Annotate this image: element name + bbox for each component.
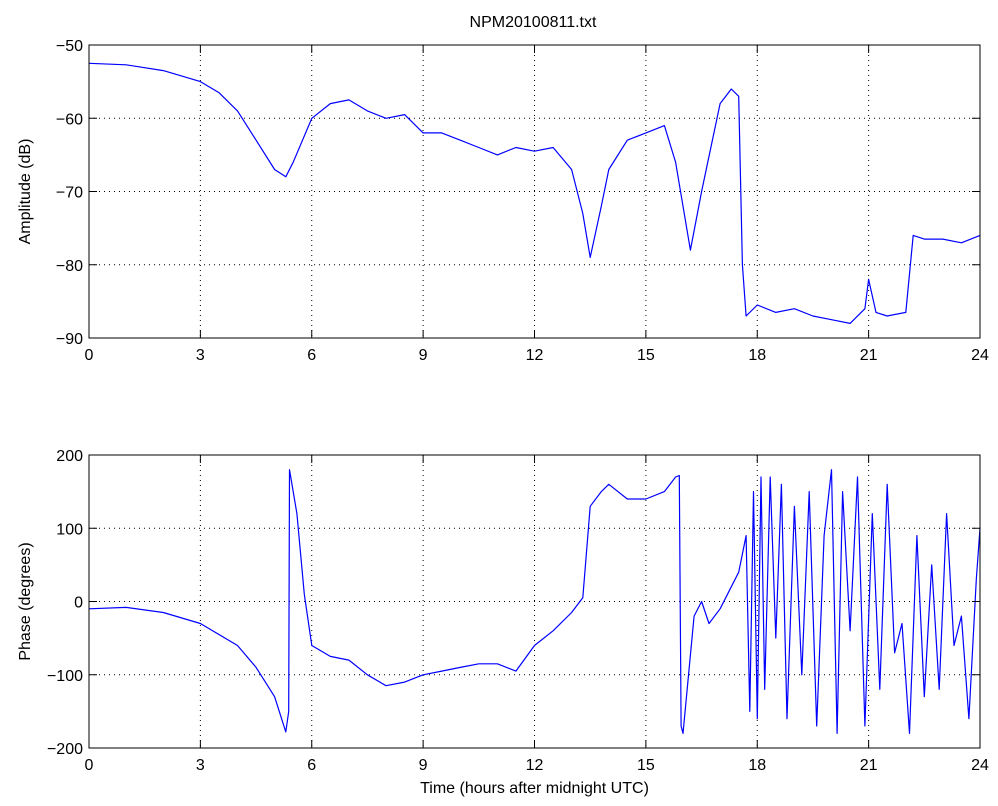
amplitude-plot: 0 3 6 9 12 15 18 21 24 −90 −80 −70 −60 −50 Amplitude (… <box>17 38 989 364</box>
y-axis-label: Amplitude (dB) <box>17 139 34 245</box>
x-tick-label: 6 <box>307 757 316 774</box>
x-tick-label: 15 <box>637 757 655 774</box>
x-tick-label: 12 <box>526 347 544 364</box>
x-tick-label: 21 <box>860 757 878 774</box>
x-tick-label: 15 <box>637 347 655 364</box>
y-tick-label: −90 <box>56 331 83 348</box>
x-tick-label: 24 <box>971 347 989 364</box>
y-tick-label: 100 <box>56 521 83 538</box>
y-tick-label: −200 <box>47 741 83 758</box>
y-tick-label: 200 <box>56 448 83 465</box>
x-tick-label: 0 <box>85 347 94 364</box>
x-tick-label: 6 <box>307 347 316 364</box>
x-tick-label: 21 <box>860 347 878 364</box>
x-tick-label: 18 <box>748 347 766 364</box>
x-tick-label: 3 <box>196 347 205 364</box>
x-tick-label: 24 <box>971 757 989 774</box>
x-axis-label: Time (hours after midnight UTC) <box>420 780 649 797</box>
x-tick-label: 18 <box>748 757 766 774</box>
y-tick-label: −100 <box>47 668 83 685</box>
x-tick-label: 3 <box>196 757 205 774</box>
y-tick-label: −70 <box>56 185 83 202</box>
phase-plot: 0 3 6 9 12 15 18 21 24 −200 −100 0 100 200 Phase (degr… <box>17 448 989 797</box>
x-tick-label: 0 <box>85 757 94 774</box>
y-axis-label: Phase (degrees) <box>17 542 34 660</box>
y-tick-label: −80 <box>56 258 83 275</box>
y-tick-label: −60 <box>56 111 83 128</box>
figure-title: NPM20100811.txt <box>470 14 597 31</box>
x-tick-label: 9 <box>419 347 428 364</box>
x-tick-label: 12 <box>526 757 544 774</box>
data-series-line <box>88 62 981 324</box>
y-tick-label: −50 <box>56 38 83 55</box>
data-series-line <box>88 469 981 735</box>
x-tick-label: 9 <box>419 757 428 774</box>
y-tick-label: 0 <box>74 595 83 612</box>
